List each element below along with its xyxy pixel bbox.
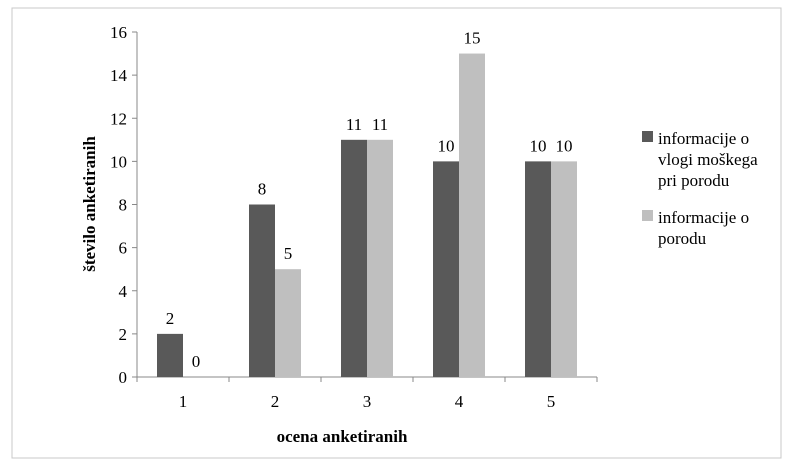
x-axis-title: ocena anketiranih bbox=[277, 427, 408, 446]
data-label: 0 bbox=[192, 352, 201, 371]
x-tick-label: 4 bbox=[455, 392, 464, 411]
bar bbox=[459, 53, 485, 377]
data-label: 2 bbox=[166, 309, 175, 328]
data-label: 8 bbox=[258, 180, 267, 199]
data-label: 10 bbox=[556, 136, 573, 155]
bar bbox=[275, 269, 301, 377]
legend-item: informacije o vlogi moškega pri porodu bbox=[642, 129, 758, 190]
y-tick-label: 8 bbox=[119, 196, 128, 215]
data-labels: 2 8 11 10 10 0 5 11 15 10 bbox=[166, 29, 573, 371]
y-axis-title: število anketiranih bbox=[80, 136, 99, 272]
y-tick-label: 0 bbox=[119, 368, 128, 387]
data-label: 11 bbox=[372, 115, 388, 134]
legend: informacije o vlogi moškega pri porodu info… bbox=[642, 129, 758, 248]
bars bbox=[157, 53, 577, 377]
legend-label: informacije o vlogi moškega pri porodu bbox=[658, 129, 758, 190]
data-label: 10 bbox=[438, 136, 455, 155]
chart-border bbox=[11, 7, 782, 459]
y-tick-label: 14 bbox=[110, 66, 128, 85]
bar bbox=[341, 139, 367, 377]
data-label: 5 bbox=[284, 244, 293, 263]
x-tick-label: 2 bbox=[271, 392, 280, 411]
y-tick-label: 16 bbox=[110, 23, 127, 42]
bar bbox=[249, 204, 275, 377]
x-tick-label: 5 bbox=[547, 392, 556, 411]
y-tick-label: 2 bbox=[119, 325, 128, 344]
legend-swatch bbox=[642, 131, 653, 142]
bar bbox=[433, 161, 459, 377]
x-tick-label: 3 bbox=[363, 392, 372, 411]
bar bbox=[157, 333, 183, 377]
y-tick-label: 10 bbox=[110, 152, 127, 171]
legend-item: informacije o porodu bbox=[642, 208, 749, 248]
y-tick-label: 6 bbox=[119, 239, 128, 258]
y-tick-label: 12 bbox=[110, 109, 127, 128]
bar bbox=[525, 161, 551, 377]
data-label: 15 bbox=[464, 29, 481, 48]
bar bbox=[551, 161, 577, 377]
x-tick-label: 1 bbox=[179, 392, 188, 411]
y-axis: 0 2 4 6 8 10 12 14 16 bbox=[110, 23, 138, 387]
legend-label: informacije o porodu bbox=[658, 208, 749, 248]
y-tick-label: 4 bbox=[119, 282, 128, 301]
data-label: 11 bbox=[346, 115, 362, 134]
bar bbox=[367, 139, 393, 377]
legend-swatch bbox=[642, 210, 653, 221]
data-label: 10 bbox=[530, 136, 547, 155]
